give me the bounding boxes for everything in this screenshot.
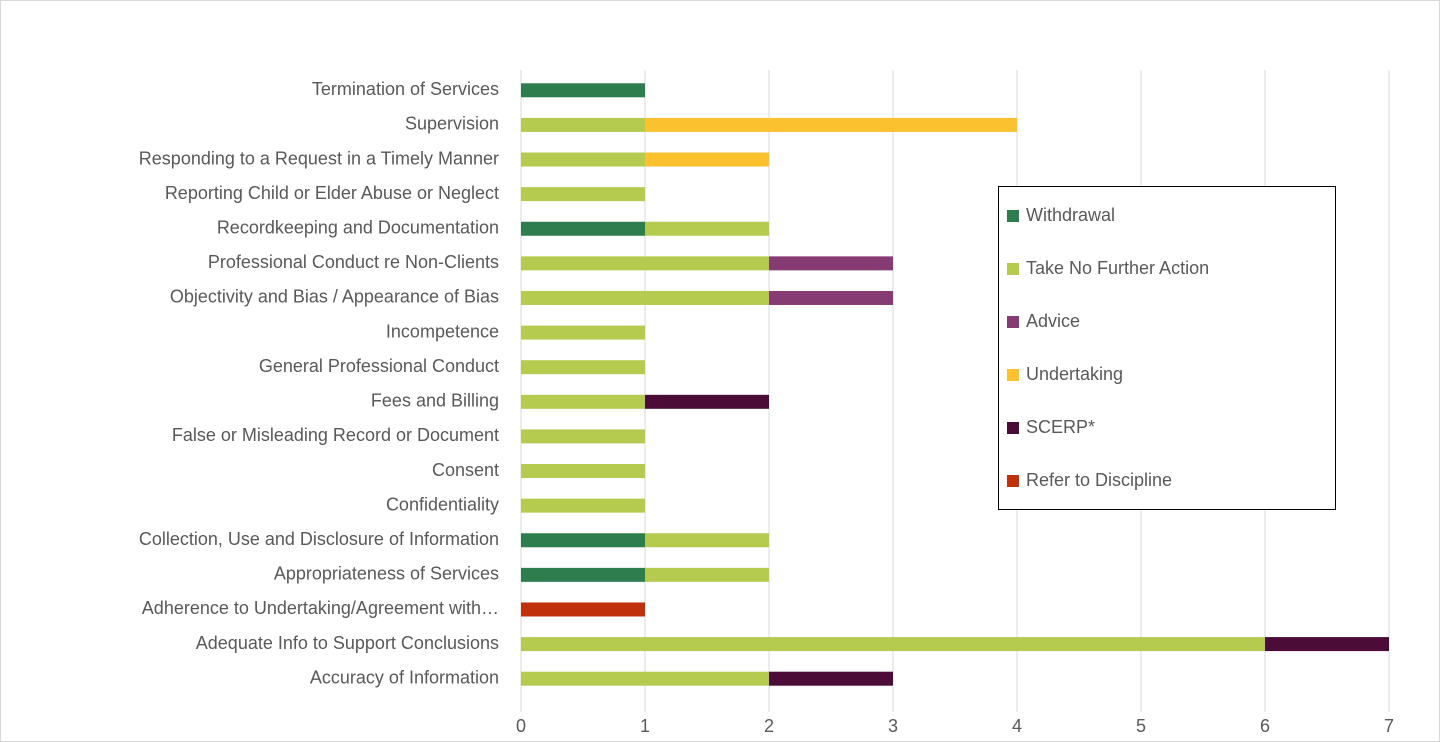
legend-swatch (1007, 475, 1019, 487)
y-tick-label: Appropriateness of Services (274, 564, 499, 584)
y-tick-label: Supervision (405, 114, 499, 134)
y-tick-label: Recordkeeping and Documentation (217, 218, 499, 238)
x-tick-label: 2 (764, 716, 774, 736)
bar-segment (521, 117, 645, 132)
x-tick-label: 4 (1012, 716, 1022, 736)
bar-segment (521, 256, 769, 271)
y-tick-label: General Professional Conduct (259, 356, 499, 376)
legend-swatch (1007, 316, 1019, 328)
bar-segment (645, 117, 1017, 132)
y-tick-label: Adherence to Undertaking/Agreement with… (142, 598, 499, 618)
bar-segment (521, 360, 645, 375)
legend-label: SCERP* (1026, 417, 1095, 437)
bar-segment (521, 394, 645, 409)
legend-label: Take No Further Action (1026, 258, 1209, 278)
y-tick-label: Accuracy of Information (310, 667, 499, 687)
bar-segment (521, 187, 645, 202)
bar-segment (521, 429, 645, 444)
bar-segment (769, 671, 893, 686)
legend-label: Refer to Discipline (1026, 470, 1172, 490)
x-tick-label: 3 (888, 716, 898, 736)
y-tick-label: Professional Conduct re Non-Clients (208, 252, 499, 272)
x-tick-label: 0 (516, 716, 526, 736)
y-tick-label: Fees and Billing (371, 391, 499, 411)
bar-segment (645, 152, 769, 167)
legend-swatch (1007, 369, 1019, 381)
bar-segment (521, 637, 1265, 652)
y-tick-label: Objectivity and Bias / Appearance of Bia… (170, 287, 499, 307)
bar-segment (645, 394, 769, 409)
y-tick-label: False or Misleading Record or Document (172, 425, 499, 445)
legend-label: Withdrawal (1026, 205, 1115, 225)
x-tick-label: 5 (1136, 716, 1146, 736)
bar-segment (521, 290, 769, 305)
bar-segment (1265, 637, 1389, 652)
bar-segment (521, 464, 645, 479)
bar-segment (521, 325, 645, 340)
bar-segment (769, 256, 893, 271)
legend-swatch (1007, 263, 1019, 275)
y-tick-label: Consent (432, 460, 499, 480)
y-tick-label: Confidentiality (386, 494, 499, 514)
legend-box (998, 186, 1336, 510)
bar-segment (521, 602, 645, 617)
bar-segment (769, 290, 893, 305)
legend-label: Advice (1026, 311, 1080, 331)
y-tick-label: Collection, Use and Disclosure of Inform… (139, 529, 499, 549)
bar-segment (645, 567, 769, 582)
x-tick-label: 6 (1260, 716, 1270, 736)
bar-segment (521, 152, 645, 167)
y-tick-label: Adequate Info to Support Conclusions (196, 633, 499, 653)
y-tick-label: Incompetence (386, 321, 499, 341)
bar-segment (521, 533, 645, 548)
bar-segment (521, 83, 645, 98)
bar-segment (521, 671, 769, 686)
y-tick-label: Reporting Child or Elder Abuse or Neglec… (165, 183, 499, 203)
legend-swatch (1007, 422, 1019, 434)
x-tick-label: 7 (1384, 716, 1394, 736)
bar-segment (521, 498, 645, 513)
bar-segment (645, 221, 769, 236)
y-tick-label: Responding to a Request in a Timely Mann… (139, 148, 499, 168)
bar-segment (521, 567, 645, 582)
x-tick-label: 1 (640, 716, 650, 736)
legend-swatch (1007, 210, 1019, 222)
bar-segment (645, 533, 769, 548)
legend-label: Undertaking (1026, 364, 1123, 384)
y-tick-label: Termination of Services (312, 79, 499, 99)
bar-segment (521, 221, 645, 236)
